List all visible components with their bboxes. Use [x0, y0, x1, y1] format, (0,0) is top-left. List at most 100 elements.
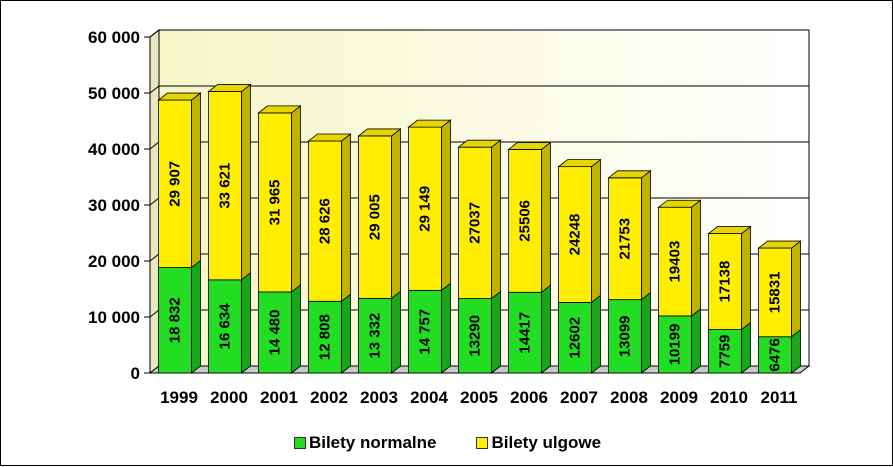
- bar-side: [191, 92, 201, 269]
- bar-value-label: 18 832: [167, 297, 184, 343]
- x-tick-label: 2000: [210, 388, 248, 407]
- bar-side: [641, 291, 651, 374]
- gridline-side: [149, 141, 160, 150]
- bar-front: [458, 146, 492, 299]
- bar-front: [208, 91, 242, 281]
- x-tick-label: 2011: [761, 388, 798, 407]
- bar-value-label: 28 626: [317, 198, 334, 244]
- x-tick-label: 2008: [610, 388, 648, 407]
- bar-ulgowe-2001: [257, 105, 302, 293]
- bar-value-label: 29 149: [417, 186, 434, 232]
- bar-value-label: 10199: [667, 324, 684, 366]
- x-tick-label: 2007: [560, 388, 598, 407]
- bar-ulgowe-2009: [657, 199, 702, 317]
- bar-value-label: 33 621: [217, 163, 234, 209]
- bar-front: [558, 166, 592, 303]
- y-tick-label: 10 000: [88, 308, 140, 327]
- bar-side: [541, 141, 551, 294]
- bar-side: [341, 293, 351, 374]
- bar-side: [541, 284, 551, 374]
- bar-value-label: 24248: [567, 214, 584, 256]
- bar-top: [257, 105, 302, 114]
- bar-side: [691, 308, 701, 374]
- x-tick-label: 2010: [710, 388, 748, 407]
- bar-value-label: 29 005: [367, 194, 384, 240]
- bar-top: [557, 159, 602, 168]
- bar-side: [791, 328, 801, 374]
- bar-front: [408, 289, 442, 374]
- y-tick-label: 20 000: [88, 252, 140, 271]
- bar-value-label: 19403: [667, 241, 684, 283]
- bar-front: [158, 99, 192, 268]
- bar-ulgowe-2008: [607, 170, 652, 301]
- legend-item-ulgowe: Bilety ulgowe: [476, 433, 601, 453]
- bar-side: [591, 294, 601, 374]
- bar-ulgowe-2005: [457, 139, 502, 300]
- bar-top: [657, 199, 702, 208]
- bar-side: [241, 272, 251, 374]
- bar-value-label: 14417: [517, 312, 534, 354]
- bar-side: [291, 105, 301, 293]
- bar-value-label: 12 808: [317, 314, 334, 360]
- bar-value-label: 6476: [767, 338, 784, 371]
- gridline-side: [149, 29, 160, 38]
- bar-side: [741, 321, 751, 374]
- legend-label-normalne: Bilety normalne: [308, 433, 437, 452]
- bar-front: [358, 135, 392, 299]
- bar-side: [391, 128, 401, 300]
- bar-side: [241, 83, 251, 281]
- bar-normalne-2005: [458, 290, 501, 374]
- bar-normalne-2011: [758, 328, 801, 374]
- bar-side: [491, 290, 501, 374]
- bar-value-label: 7759: [717, 335, 734, 368]
- bar-value-label: 13 332: [367, 313, 384, 359]
- x-tick-label: 2002: [310, 388, 348, 407]
- bar-ulgowe-1999: [157, 92, 202, 269]
- bar-value-label: 15831: [767, 272, 784, 314]
- legend-item-normalne: Bilety normalne: [293, 433, 437, 453]
- bar-normalne-2001: [258, 284, 301, 374]
- bar-value-label: 31 965: [267, 179, 284, 225]
- bar-ulgowe-2011: [757, 240, 802, 338]
- bar-normalne-2006: [508, 284, 551, 374]
- bar-side: [291, 284, 301, 374]
- bar-value-label: 27037: [467, 202, 484, 244]
- bar-value-label: 13099: [617, 315, 634, 357]
- bar-side: [441, 119, 451, 292]
- bar-value-label: 29 907: [167, 161, 184, 207]
- bar-front: [258, 291, 292, 374]
- bar-value-label: 21753: [617, 218, 634, 260]
- bar-front: [508, 149, 542, 293]
- bar-ulgowe-2003: [357, 128, 402, 300]
- bar-normalne-2000: [208, 272, 251, 374]
- bar-top: [607, 170, 652, 179]
- gridline-side: [149, 85, 160, 94]
- bar-value-label: 14 757: [417, 309, 434, 355]
- bar-front: [508, 291, 542, 374]
- bar-side: [341, 133, 351, 303]
- bar-front: [208, 279, 242, 374]
- x-tick-label: 2001: [260, 388, 298, 407]
- y-tick-label: 50 000: [88, 84, 140, 103]
- bar-top: [307, 133, 352, 142]
- bar-value-label: 13290: [467, 315, 484, 357]
- legend-swatch-normalne: [293, 437, 306, 449]
- bar-top: [157, 92, 202, 101]
- bar-top: [757, 240, 802, 249]
- x-tick-label: 1999: [160, 388, 198, 407]
- bar-top: [457, 139, 502, 148]
- bar-side: [641, 170, 651, 301]
- x-tick-label: 2006: [510, 388, 548, 407]
- y-tick-label: 0: [131, 364, 140, 383]
- bar-side: [441, 282, 451, 374]
- bar-front: [758, 336, 792, 374]
- bar-value-label: 14 480: [267, 310, 284, 356]
- bar-normalne-2003: [358, 290, 401, 374]
- bar-side: [591, 158, 601, 304]
- x-tick-label: 2003: [360, 388, 398, 407]
- bar-top: [507, 142, 552, 150]
- bar-ulgowe-2006: [507, 141, 552, 294]
- bar-normalne-2008: [608, 291, 651, 374]
